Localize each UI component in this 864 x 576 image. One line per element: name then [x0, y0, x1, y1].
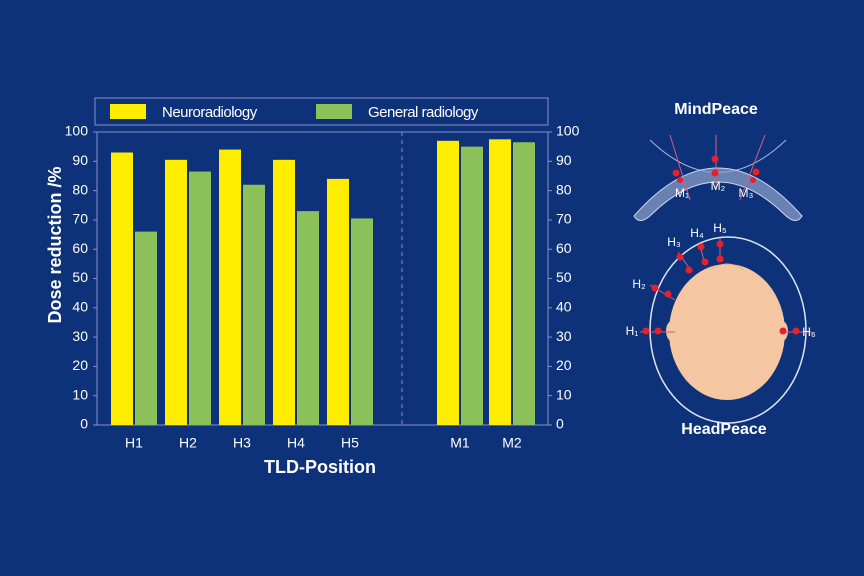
headpeace-label: H₂ — [632, 277, 646, 291]
y2-tick-label: 50 — [556, 269, 572, 285]
y2-tick-label: 80 — [556, 181, 572, 197]
x-tick-label: H3 — [233, 435, 251, 451]
head — [669, 264, 785, 400]
y-tick-label: 30 — [72, 328, 88, 344]
headpeace-label: H₆ — [802, 325, 816, 339]
x-tick-label: H5 — [341, 435, 359, 451]
x-tick-label: H1 — [125, 435, 143, 451]
y-tick-label: 20 — [72, 357, 88, 373]
x-tick-label: H2 — [179, 435, 197, 451]
mindpeace-lines — [669, 134, 766, 201]
mindpeace-label: M₂ — [711, 179, 726, 193]
legend-swatch — [316, 104, 352, 119]
bar — [489, 139, 511, 425]
y-tick-label: 70 — [72, 211, 88, 227]
bar — [297, 211, 319, 425]
y2-tick-label: 0 — [556, 416, 564, 432]
y-tick-label: 100 — [65, 123, 89, 139]
y2-tick-label: 20 — [556, 357, 572, 373]
y2-tick-label: 70 — [556, 211, 572, 227]
nose — [709, 263, 745, 271]
bar — [327, 178, 349, 425]
legend-label: Neuroradiology — [162, 104, 258, 121]
x-tick-label: M2 — [502, 435, 522, 451]
x-axis-title: TLD-Position — [264, 457, 376, 477]
headpeace-dots — [642, 240, 800, 335]
mindpeace-label: M₁ — [675, 186, 689, 200]
mindpeace-label: M₃ — [739, 186, 754, 200]
y-tick-label: 60 — [72, 240, 88, 256]
legend-swatch — [110, 104, 146, 119]
y2-tick-label: 60 — [556, 240, 572, 256]
bar — [219, 149, 241, 425]
headpeace-title: HeadPeace — [681, 421, 766, 438]
y-tick-label: 80 — [72, 181, 88, 197]
bar — [461, 146, 483, 425]
legend-box — [94, 97, 549, 126]
bar — [111, 152, 133, 425]
headpeace-label: H₅ — [713, 221, 727, 235]
headpeace-label: H₁ — [626, 324, 639, 338]
bar — [437, 140, 459, 426]
headpeace-outline — [649, 236, 807, 424]
bar — [165, 159, 187, 425]
headpeace-label: H₃ — [667, 235, 681, 249]
bar — [351, 218, 373, 425]
y2-tick-label: 90 — [556, 152, 572, 168]
bar — [513, 142, 535, 425]
mindpeace-dots — [672, 155, 760, 183]
y2-tick-label: 40 — [556, 299, 572, 315]
y2-tick-label: 100 — [556, 123, 580, 139]
legend-label: General radiology — [368, 104, 479, 121]
mindpeace-title: MindPeace — [674, 101, 758, 118]
bar — [189, 171, 211, 425]
x-tick-label: M1 — [450, 435, 470, 451]
bar — [273, 159, 295, 425]
y-tick-label: 50 — [72, 269, 88, 285]
y-tick-label: 90 — [72, 152, 88, 168]
headpeace-label: H₄ — [690, 226, 704, 240]
bar — [135, 231, 157, 425]
y-tick-label: 0 — [80, 416, 88, 432]
y2-tick-label: 10 — [556, 386, 572, 402]
y2-tick-label: 30 — [556, 328, 572, 344]
y-tick-label: 10 — [72, 386, 88, 402]
y-axis-title: Dose reduction /% — [45, 166, 65, 323]
y-tick-label: 40 — [72, 299, 88, 315]
x-tick-label: H4 — [287, 435, 305, 451]
bar — [243, 184, 265, 425]
